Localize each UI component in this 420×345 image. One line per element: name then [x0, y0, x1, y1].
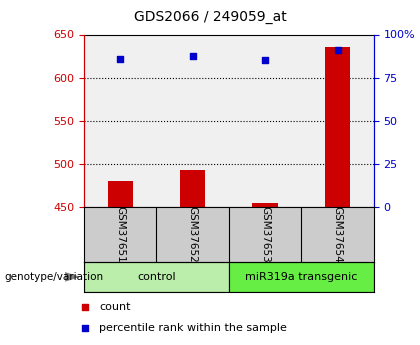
- Text: percentile rank within the sample: percentile rank within the sample: [100, 323, 287, 333]
- Bar: [108, 181, 133, 207]
- Point: [117, 56, 123, 61]
- Bar: [180, 170, 205, 207]
- Text: count: count: [100, 302, 131, 312]
- Text: control: control: [137, 272, 176, 282]
- Point: [81, 325, 88, 331]
- Text: miR319a transgenic: miR319a transgenic: [245, 272, 357, 282]
- Point: [334, 47, 341, 53]
- Point: [189, 53, 196, 59]
- Text: GSM37653: GSM37653: [260, 206, 270, 263]
- Point: [262, 58, 268, 63]
- Text: GSM37651: GSM37651: [115, 206, 125, 263]
- Bar: [229, 262, 374, 292]
- Point: [81, 304, 88, 310]
- Text: GDS2066 / 249059_at: GDS2066 / 249059_at: [134, 10, 286, 24]
- Polygon shape: [65, 272, 80, 282]
- Bar: [325, 47, 350, 207]
- Text: GSM37654: GSM37654: [333, 206, 343, 263]
- Text: genotype/variation: genotype/variation: [4, 272, 103, 282]
- Bar: [84, 262, 229, 292]
- Bar: [252, 203, 278, 207]
- Text: GSM37652: GSM37652: [188, 206, 198, 263]
